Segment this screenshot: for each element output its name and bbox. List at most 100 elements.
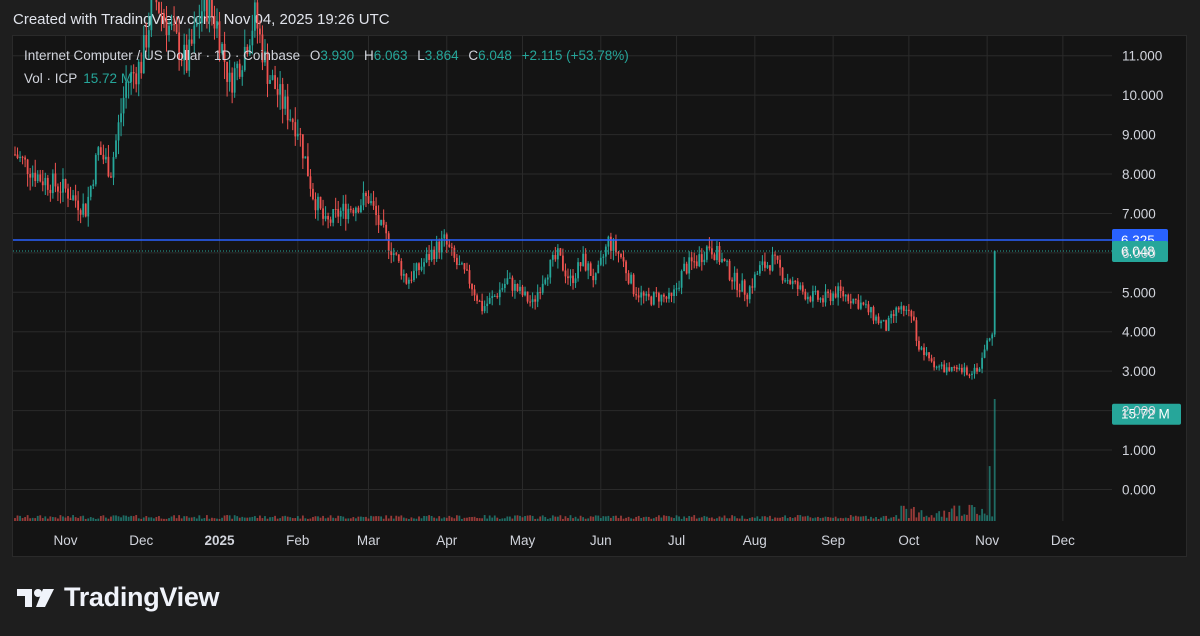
volume-bar — [784, 515, 787, 521]
candle-body — [731, 279, 733, 282]
volume-bar — [769, 515, 771, 521]
candle-body — [435, 241, 438, 260]
candle-body — [960, 367, 963, 373]
volume-bar — [228, 515, 231, 521]
candle-body — [365, 192, 367, 197]
candle-body — [476, 295, 478, 301]
candle-body — [900, 306, 903, 310]
volume-bar — [637, 515, 640, 521]
x-tick-label: Apr — [436, 533, 458, 548]
volume-bar — [678, 516, 680, 521]
tradingview-logo[interactable]: TradingView — [16, 582, 220, 613]
candle-body — [36, 174, 39, 182]
candle-body — [895, 307, 898, 317]
candle-body — [837, 286, 840, 298]
volume-bar — [764, 516, 766, 521]
candle-body — [910, 310, 913, 317]
volume-bar — [804, 516, 807, 521]
volume-bar — [284, 515, 287, 521]
candle-body — [981, 357, 983, 369]
volume-bar — [607, 515, 610, 521]
volume-bar — [938, 511, 941, 521]
volume-bar — [367, 518, 370, 521]
volume-bar — [867, 518, 870, 521]
candle-body — [165, 20, 168, 35]
candle-body — [688, 257, 691, 274]
candle-body — [51, 173, 54, 194]
candle-body — [698, 254, 701, 267]
x-tick-label: May — [510, 533, 536, 548]
volume-bar — [112, 515, 115, 521]
close-value: 6.048 — [478, 48, 512, 63]
candle-body — [269, 79, 271, 84]
candle-body — [281, 84, 284, 109]
candle-body — [599, 257, 602, 265]
candle-body — [569, 275, 572, 279]
chart-panel[interactable] — [12, 35, 1187, 557]
candle-body — [526, 291, 529, 302]
candle-body — [458, 263, 461, 265]
volume-bar — [445, 517, 448, 521]
volume-bar — [357, 516, 360, 521]
volume-bar — [582, 517, 585, 521]
candle-body — [554, 254, 557, 260]
candle-body — [120, 113, 122, 123]
candle-body — [115, 140, 117, 158]
volume-bar — [928, 517, 930, 521]
candle-body — [461, 263, 463, 265]
volume-bar — [107, 518, 110, 521]
volume-bar — [597, 515, 600, 521]
volume-bar — [375, 516, 377, 521]
candle-body — [337, 209, 340, 217]
candle-body — [289, 119, 292, 121]
volume-bar — [24, 517, 26, 521]
volume-bar — [663, 515, 665, 521]
volume-bar — [190, 517, 193, 521]
volume-bar — [498, 518, 501, 521]
candle-body — [852, 298, 855, 304]
candle-body — [473, 289, 476, 296]
volume-bar — [440, 518, 443, 521]
volume-bar — [670, 517, 673, 521]
candle-body — [59, 191, 62, 193]
candle-body — [198, 22, 201, 24]
volume-bar — [233, 515, 236, 521]
candle-body — [521, 286, 524, 296]
volume-bar — [746, 518, 749, 521]
volume-bar — [640, 518, 643, 521]
ohlc-legend: Internet Computer / US Dollar · 1D · Coi… — [24, 48, 629, 63]
volume-bar — [77, 517, 80, 521]
volume-bar — [761, 516, 764, 521]
candle-body — [877, 316, 880, 324]
volume-bar — [301, 515, 304, 521]
candle-body — [279, 84, 282, 95]
candle-body — [968, 374, 971, 376]
candle-body — [77, 200, 80, 211]
candle-body — [647, 293, 650, 297]
volume-bar — [577, 518, 579, 521]
candle-body — [736, 272, 739, 291]
candle-body — [228, 72, 231, 82]
volume-bar — [622, 518, 625, 521]
volume-bar — [218, 518, 221, 521]
volume-bar — [875, 516, 877, 521]
volume-legend: Vol · ICP 15.72 M — [24, 71, 132, 86]
candle-body — [54, 173, 57, 187]
candle-body — [180, 59, 183, 61]
volume-bar — [140, 518, 143, 521]
candle-body — [589, 263, 592, 276]
volume-bar — [274, 515, 276, 521]
volume-bar — [471, 517, 473, 521]
volume-bar — [44, 516, 47, 521]
volume-bar — [817, 516, 819, 521]
candle-body — [764, 261, 766, 268]
volume-bar — [632, 518, 635, 521]
volume-bar — [89, 517, 92, 521]
candle-body — [79, 210, 82, 215]
candle-body — [978, 368, 981, 372]
candles — [14, 0, 996, 380]
candle-body — [200, 11, 203, 23]
volume-bar — [711, 517, 713, 521]
